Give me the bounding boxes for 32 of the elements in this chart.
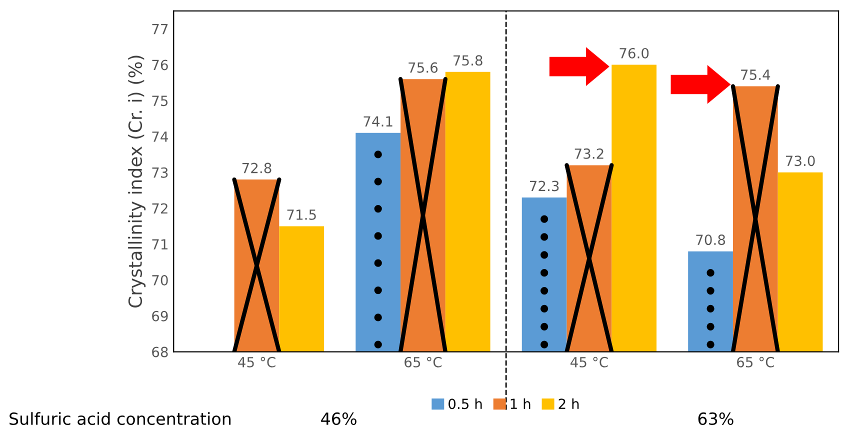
- y-tick-label: 77: [152, 24, 168, 34]
- y-tick-label: 70: [152, 274, 168, 286]
- text: 63%: [698, 412, 734, 426]
- legend-label: 2 h: [558, 398, 579, 409]
- data-label: 75.8: [454, 55, 482, 66]
- y-tick-label: 74: [152, 132, 168, 142]
- data-label: 76.0: [620, 48, 649, 58]
- data-label: 71.5: [287, 210, 316, 220]
- legend-label: 1 h: [510, 398, 530, 409]
- text: Sulfuric acid concentration: [10, 412, 231, 426]
- data-label: 72.8: [242, 162, 272, 174]
- data-label: 70.8: [696, 234, 726, 246]
- y-tick-label: 73: [152, 167, 168, 178]
- y-tick-label: 76: [152, 60, 168, 70]
- x-tick-label: 45 °C: [570, 356, 608, 368]
- y-axis-title: Crystallinity index (Cr. i) (%): [128, 56, 146, 308]
- y-tick-label: 68: [152, 346, 168, 358]
- x-tick-label: 45 °C: [238, 356, 276, 368]
- legend-label: 0.5 h: [448, 398, 482, 410]
- y-tick-label: 75: [152, 96, 168, 106]
- x-tick-label: 65 °C: [404, 356, 442, 368]
- y-tick-label: 69: [152, 310, 168, 322]
- text: 46%: [321, 412, 356, 426]
- y-tick-label: 71: [152, 239, 168, 250]
- data-label: 73.2: [574, 148, 604, 159]
- data-label: 75.4: [741, 70, 770, 80]
- x-tick-label: 65 °C: [737, 356, 774, 368]
- data-label: 74.1: [364, 116, 392, 126]
- data-label: 72.3: [530, 180, 559, 192]
- data-label: 75.6: [408, 62, 438, 73]
- y-tick-label: 72: [152, 203, 168, 214]
- data-label: 73.0: [786, 156, 815, 166]
